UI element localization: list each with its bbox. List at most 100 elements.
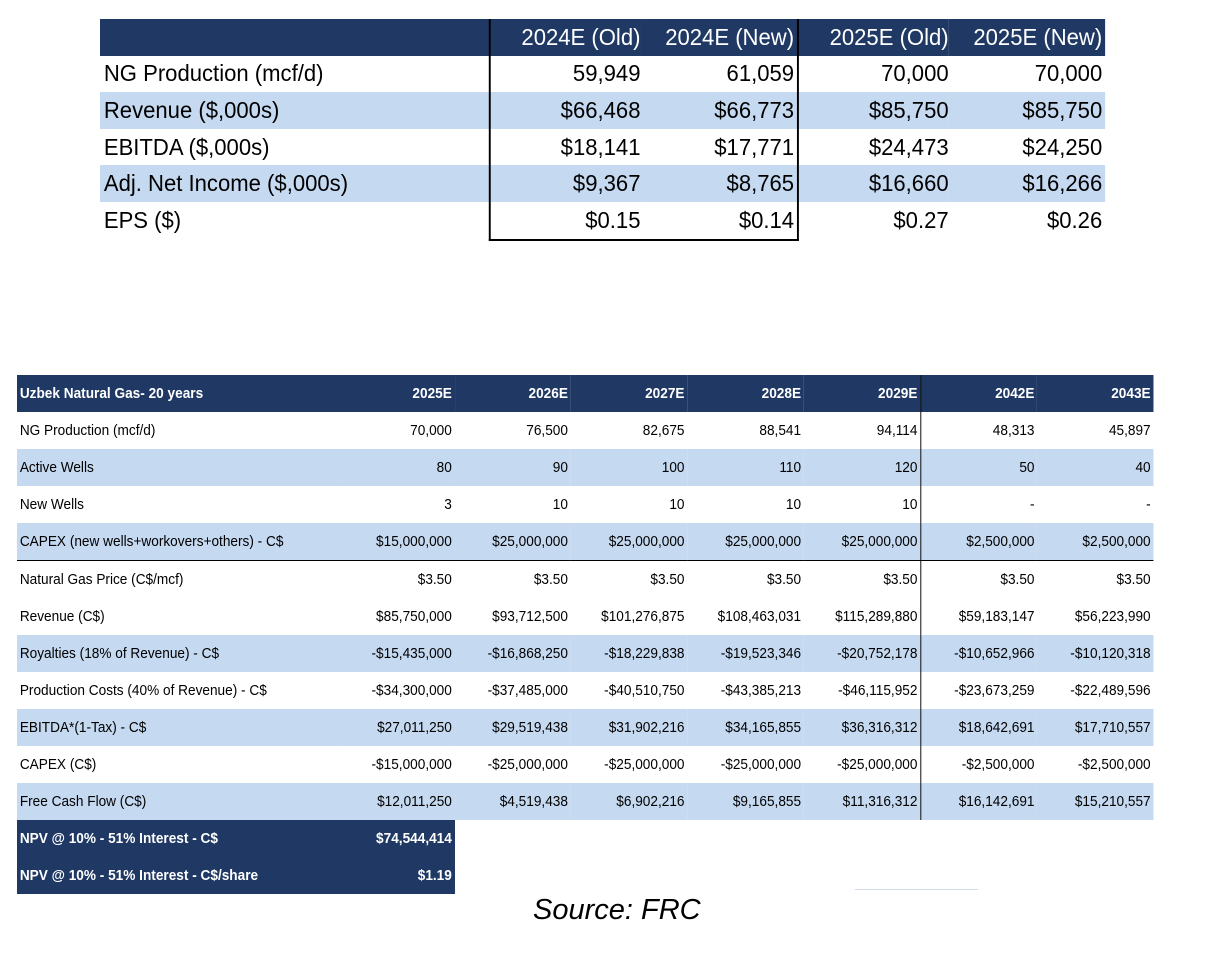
table-row: EBITDA ($,000s) $18,141 $17,771 $24,473 …: [100, 128, 1105, 166]
value-cell: -$10,652,966: [920, 635, 1038, 672]
value-cell: 88,541: [759, 422, 802, 439]
header-cell: 2024E (Old): [488, 19, 641, 56]
year-header: 2025E: [338, 375, 455, 412]
value-cell: 94,114: [803, 412, 922, 449]
value-cell: $2,500,000: [1037, 523, 1154, 561]
table-row: NG Production (mcf/d) 59,949 61,059 70,0…: [100, 55, 1105, 93]
header-cell: 2024E (New): [640, 19, 799, 56]
value-cell: $16,266: [948, 165, 1106, 202]
table-row: Revenue ($,000s) $66,468 $66,773 $85,750…: [100, 92, 1106, 129]
row-label: Revenue (C$): [19, 608, 105, 625]
value-cell: $34,165,855: [687, 709, 804, 746]
value-cell: -$16,868,250: [454, 635, 571, 672]
table-row: Adj. Net Income ($,000s) $9,367 $8,765 $…: [100, 165, 1106, 202]
row-label: CAPEX (C$): [19, 756, 97, 773]
value-cell: -$2,500,000: [1077, 756, 1151, 773]
value-cell: 80: [338, 449, 455, 486]
divider-line: [855, 889, 978, 890]
value-cell: $17,710,557: [1037, 709, 1154, 746]
value-cell: $24,473: [868, 133, 949, 160]
table-header-row: 2024E (Old) 2024E (New) 2025E (Old) 2025…: [100, 19, 1106, 56]
value-cell: -$19,523,346: [687, 635, 804, 672]
value-cell: $25,000,000: [454, 523, 571, 561]
value-cell: -$25,000,000: [720, 756, 802, 773]
value-cell: $15,000,000: [338, 523, 455, 561]
table-row: New Wells 3 10 10 10 10- -: [17, 486, 1153, 523]
value-cell: 76,500: [526, 422, 568, 439]
value-cell: 50: [920, 449, 1038, 486]
table-row: Free Cash Flow (C$) $12,011,250 $4,519,438…: [17, 783, 1154, 820]
header-cell: 2025E (New): [948, 19, 1106, 56]
year-header: 2028E: [687, 375, 804, 412]
value-cell: -$10,120,318: [1037, 635, 1154, 672]
forecast-summary-table: 2024E (Old) 2024E (New) 2025E (Old) 2025…: [100, 19, 1106, 241]
value-cell: $16,142,691: [920, 783, 1038, 820]
npv-row: NPV @ 10% - 51% Interest - C$/share $1.1…: [17, 857, 1154, 894]
value-cell: 61,059: [640, 55, 799, 93]
table-row: Royalties (18% of Revenue) - C$ -$15,435,…: [17, 635, 1154, 672]
value-cell: $3.50: [766, 571, 802, 588]
value-cell: $15,210,557: [1037, 783, 1154, 820]
value-cell: $9,367: [488, 165, 641, 202]
value-cell: -: [1029, 496, 1035, 513]
value-cell: -$23,673,259: [954, 682, 1035, 699]
year-header: 2042E: [920, 375, 1038, 412]
header-cell: 2025E (Old): [797, 19, 949, 56]
value-cell: $3.50: [650, 571, 685, 588]
value-cell: $0.26: [1046, 207, 1103, 234]
value-cell: $0.14: [640, 201, 799, 241]
value-cell: $3.50: [1000, 571, 1035, 588]
value-cell: $6,902,216: [570, 783, 688, 820]
table-row: EBITDA*(1-Tax) - C$ $27,011,250 $29,519,43…: [17, 709, 1154, 746]
value-cell: $3.50: [533, 571, 568, 588]
table-row: NG Production (mcf/d) 70,000 76,500 82,675 8…: [17, 412, 1153, 449]
row-label: Free Cash Flow (C$): [17, 783, 339, 820]
table-row: CAPEX (C$) -$15,000,000 -$25,000,000 -$25,0…: [17, 746, 1153, 783]
value-cell: 10: [803, 486, 922, 523]
npv-label: NPV @ 10% - 51% Interest - C$/share: [17, 857, 339, 894]
value-cell: -$18,229,838: [570, 635, 688, 672]
value-cell: 70,000: [410, 422, 452, 439]
year-header: 2027E: [570, 375, 688, 412]
value-cell: $108,463,031: [717, 608, 802, 625]
value-cell: 70,000: [1034, 60, 1103, 87]
empty-cell: [454, 820, 1154, 857]
table-row: Active Wells 80 90 100 110 120 50 40: [17, 449, 1154, 486]
value-cell: $31,902,216: [570, 709, 688, 746]
value-cell: $17,771: [640, 128, 799, 166]
row-label: EBITDA*(1-Tax) - C$: [17, 709, 339, 746]
row-label: Natural Gas Price (C$/mcf): [19, 571, 184, 588]
value-cell: $3.50: [1116, 571, 1151, 588]
table-row: Revenue (C$) $85,750,000 $93,712,500 $101,2…: [17, 598, 1153, 635]
value-cell: 90: [454, 449, 571, 486]
value-cell: -$46,115,952: [803, 672, 922, 709]
value-cell: 120: [803, 449, 922, 486]
row-label: Adj. Net Income ($,000s): [100, 165, 490, 202]
value-cell: 3: [444, 496, 452, 513]
value-cell: $3.50: [417, 571, 452, 588]
npv-model-table: Uzbek Natural Gas- 20 years 2025E 2026E …: [17, 375, 1154, 894]
value-cell: 48,313: [992, 422, 1035, 439]
value-cell: -$15,435,000: [338, 635, 455, 672]
value-cell: $24,250: [1022, 133, 1103, 160]
value-cell: -$40,510,750: [604, 682, 685, 699]
value-cell: 10: [785, 496, 802, 513]
value-cell: -$34,300,000: [371, 682, 452, 699]
year-header: 2029E: [803, 375, 922, 412]
row-label: NG Production (mcf/d): [103, 60, 324, 87]
table-header-row: Uzbek Natural Gas- 20 years 2025E 2026E …: [17, 375, 1154, 412]
row-label: Production Costs (40% of Revenue) - C$: [19, 682, 267, 699]
table-row: Natural Gas Price (C$/mcf) $3.50 $3.50 $3.5…: [17, 560, 1153, 598]
row-label: CAPEX (new wells+workovers+others) - C$: [17, 523, 339, 561]
value-cell: -$37,485,000: [487, 682, 568, 699]
value-cell: -$25,000,000: [604, 756, 685, 773]
value-cell: $8,765: [640, 165, 799, 202]
npv-label: NPV @ 10% - 51% Interest - C$: [17, 820, 339, 857]
value-cell: 82,675: [642, 422, 685, 439]
value-cell: $0.15: [488, 201, 641, 241]
value-cell: -$15,000,000: [371, 756, 452, 773]
value-cell: -$25,000,000: [803, 746, 922, 783]
value-cell: $101,276,875: [601, 608, 685, 625]
value-cell: $27,011,250: [338, 709, 455, 746]
value-cell: 110: [687, 449, 804, 486]
